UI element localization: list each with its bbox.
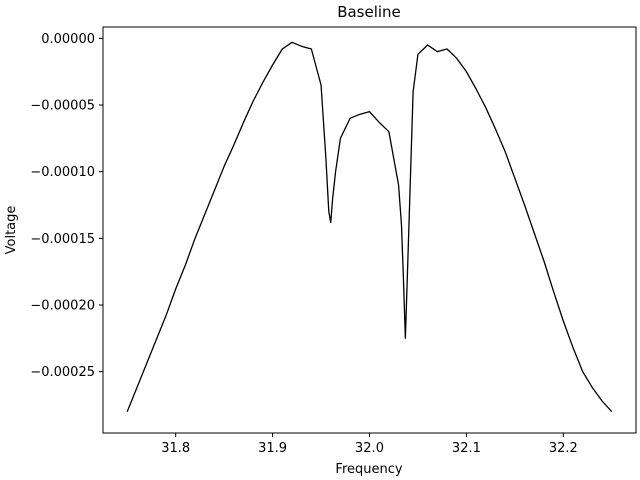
y-axis-label: Voltage (4, 206, 19, 255)
x-tick-label: 31.8 (161, 441, 190, 456)
y-tick-label: 0.00000 (41, 32, 95, 47)
y-tick-label: −0.00005 (30, 99, 95, 114)
x-tick-label: 32.1 (452, 441, 481, 456)
y-tick-label: −0.00020 (30, 299, 95, 314)
plot-area: 31.8 31.9 32.0 32.1 32.2 0.00000 −0.00005 −0.00… (30, 32, 613, 456)
plot-frame (102, 26, 637, 434)
series-line (126, 41, 613, 413)
x-axis-label: Frequency (335, 462, 402, 477)
y-tick-label: −0.00010 (30, 165, 95, 180)
x-tick-label: 32.2 (549, 441, 578, 456)
x-tick-label: 32.0 (355, 441, 384, 456)
chart-title: Baseline (337, 3, 401, 21)
x-tick-label: 31.9 (258, 441, 287, 456)
y-tick-label: −0.00015 (30, 232, 95, 247)
y-tick-label: −0.00025 (30, 365, 95, 380)
